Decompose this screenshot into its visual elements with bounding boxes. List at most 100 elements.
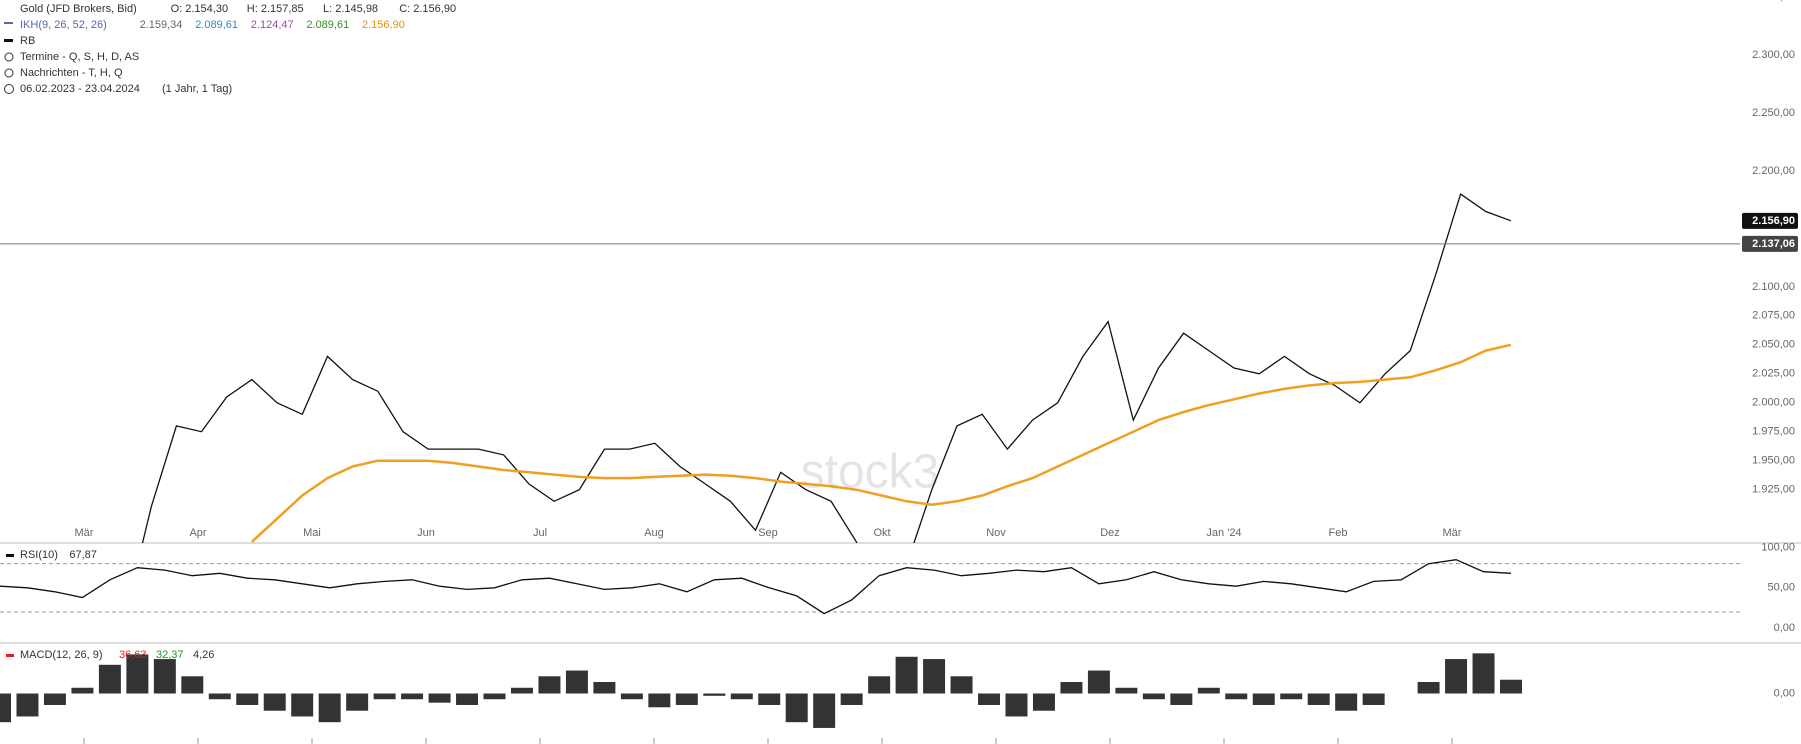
histogram-bar [1032, 693, 1055, 711]
title: Gold (JFD Brokers, Bid) [20, 3, 137, 15]
y-tick-label: 2.050,00 [1752, 339, 1795, 351]
histogram-bar [593, 682, 616, 694]
histogram-bar [538, 676, 561, 694]
histogram-bar [263, 693, 286, 711]
series-line [0, 559, 1512, 615]
ikh-value: 2.156,90 [362, 19, 405, 31]
histogram-bar [373, 693, 396, 700]
icon [6, 554, 14, 557]
histogram-bar [840, 693, 863, 705]
histogram-bar [758, 693, 781, 705]
histogram-bar [1500, 679, 1522, 694]
range-note: (1 Jahr, 1 Tag) [162, 83, 232, 95]
legend-line: RB [20, 35, 35, 47]
ikh-value: 2.089,61 [306, 19, 349, 31]
x-tick-label: Dez [1100, 527, 1120, 539]
histogram-bar [1445, 659, 1468, 694]
histogram-bar [1197, 687, 1220, 694]
histogram-bar [1142, 693, 1165, 700]
ohlc-value: H: 2.157,85 [247, 3, 304, 15]
legend-line: Nachrichten - T, H, Q [20, 67, 123, 79]
x-tick-label: Jul [533, 527, 547, 539]
histogram-bar [236, 693, 259, 705]
x-tick-label: Feb [1329, 527, 1348, 539]
plot [0, 653, 1522, 728]
ikh-value: 2.089,61 [195, 19, 238, 31]
histogram-bar [43, 693, 66, 705]
histogram-bar [483, 693, 506, 700]
histogram-bar [1225, 693, 1248, 700]
histogram-bar [208, 693, 231, 700]
x-tick-label: Apr [189, 527, 206, 539]
x-tick-label: Okt [873, 527, 890, 539]
icon [4, 22, 13, 24]
histogram-bar [923, 659, 946, 694]
histogram-bar [98, 664, 121, 694]
histogram-bar [675, 693, 698, 705]
histogram-bar [71, 687, 94, 694]
panel-title: RSI(10) [20, 549, 58, 561]
y-tick-label: 2.100,00 [1752, 281, 1795, 293]
legend-line: Termine - Q, S, H, D, AS [20, 51, 139, 63]
x-tick-label: Aug [644, 527, 664, 539]
header: Gold (JFD Brokers, Bid) IKH(9, 26, 52, 2… [4, 3, 232, 95]
histogram-bar [16, 693, 39, 717]
histogram-bar [950, 676, 973, 694]
y-tick-label: 2.350,00 [1752, 0, 1795, 3]
panel-value: 4,26 [193, 649, 214, 661]
histogram-bar [620, 693, 643, 700]
histogram-bar [1335, 693, 1358, 711]
y-tick-label: 0,00 [1774, 622, 1795, 634]
ohlc-value: O: 2.154,30 [171, 3, 229, 15]
histogram-bar [1087, 670, 1110, 694]
panel-value: 67,87 [69, 549, 97, 561]
histogram-bar [703, 693, 726, 696]
histogram-bar [730, 693, 753, 700]
histogram-bar [510, 687, 533, 694]
price-box [1742, 212, 1798, 229]
panel-value: 36,63 [119, 649, 147, 661]
x-tick-label: Nov [986, 527, 1006, 539]
panel-title: MACD(12, 26, 9) [20, 649, 103, 661]
histogram-bar [318, 693, 341, 723]
histogram-bar [401, 693, 424, 700]
range: 06.02.2023 - 23.04.2024 [20, 83, 140, 95]
histogram-bar [1060, 682, 1083, 694]
x-tick-label: Mär [1443, 527, 1462, 539]
y-tick-label: 2.200,00 [1752, 165, 1795, 177]
y-tick-label: 2.075,00 [1752, 310, 1795, 322]
icon [4, 39, 13, 42]
histogram-bar [346, 693, 369, 711]
panel-value: 32,37 [156, 649, 184, 661]
histogram-bar [291, 693, 314, 717]
ikh-name: IKH(9, 26, 52, 26) [20, 19, 107, 31]
series-line [141, 193, 1512, 543]
icon [4, 84, 14, 94]
histogram-bar [1280, 693, 1303, 700]
price-box-label: 2.137,06 [1752, 238, 1795, 250]
x-tick-label: Mai [303, 527, 321, 539]
y-tick-label: 1.925,00 [1752, 484, 1795, 496]
histogram-bar [785, 693, 808, 723]
x-tick-label: Jan '24 [1206, 527, 1241, 539]
histogram-bar [1115, 687, 1138, 694]
watermark: stock3 [801, 446, 940, 499]
price-box-label: 2.156,90 [1752, 215, 1795, 227]
histogram-bar [0, 693, 11, 723]
y-tick-label: 50,00 [1767, 582, 1795, 594]
plot [0, 559, 1740, 615]
price-box [1742, 235, 1798, 252]
y-tick-label: 2.025,00 [1752, 368, 1795, 380]
histogram-bar [126, 654, 149, 694]
y-tick-label: 1.975,00 [1752, 426, 1795, 438]
histogram-bar [648, 693, 671, 708]
icon [4, 52, 14, 62]
histogram-bar [895, 656, 918, 694]
y-tick-label: 2.000,00 [1752, 397, 1795, 409]
histogram-bar [1170, 693, 1193, 705]
histogram-bar [1307, 693, 1330, 705]
y-tick-label: 2.250,00 [1752, 107, 1795, 119]
y-tick-label: 2.300,00 [1752, 49, 1795, 61]
x-tick-label: Sep [758, 527, 778, 539]
y-tick-label: 1.950,00 [1752, 455, 1795, 467]
